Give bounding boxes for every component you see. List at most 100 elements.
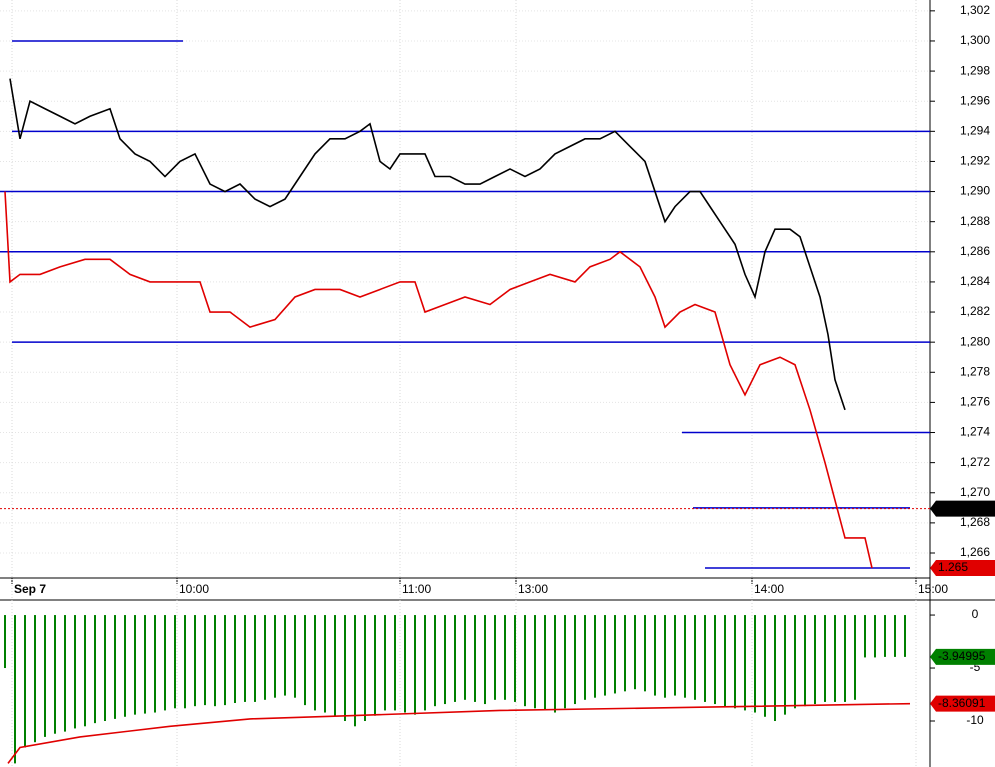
- bar: [254, 615, 256, 702]
- series-line: [7, 702, 911, 764]
- bar: [144, 615, 146, 714]
- bar: [574, 615, 576, 705]
- bar: [804, 615, 806, 707]
- bar: [504, 615, 506, 700]
- x-tick-label: 10:00: [179, 582, 209, 596]
- bar: [844, 615, 846, 702]
- bar: [94, 615, 96, 724]
- bar: [754, 615, 756, 713]
- bar: [394, 615, 396, 711]
- bar: [274, 615, 276, 698]
- bar: [244, 615, 246, 702]
- y-tick-label: 1,298: [960, 63, 990, 77]
- bar: [444, 615, 446, 705]
- x-tick-label: 15:00: [918, 582, 948, 596]
- bar: [864, 615, 866, 658]
- bar: [794, 615, 796, 709]
- marker-label: 1,268.95: [938, 501, 985, 515]
- bar: [314, 615, 316, 711]
- bar: [834, 615, 836, 702]
- bar: [474, 615, 476, 702]
- bar: [744, 615, 746, 711]
- y-tick-label: 1,302: [960, 3, 990, 17]
- bar: [194, 615, 196, 707]
- y-tick-label: 1,300: [960, 33, 990, 47]
- marker-label: -3.94995: [938, 649, 986, 663]
- bar: [34, 615, 36, 743]
- bar: [784, 615, 786, 715]
- bar: [644, 615, 646, 692]
- bar: [584, 615, 586, 700]
- bar: [154, 615, 156, 713]
- y-tick-label: 1,284: [960, 274, 990, 288]
- y-tick-label: 1,286: [960, 244, 990, 258]
- bar: [684, 615, 686, 698]
- bar: [14, 615, 16, 764]
- bar: [634, 615, 636, 690]
- bar: [384, 615, 386, 711]
- bar: [694, 615, 696, 700]
- bar: [664, 615, 666, 698]
- bar: [904, 615, 906, 657]
- x-tick-label: Sep 7: [14, 582, 46, 596]
- bar: [854, 615, 856, 700]
- bar: [114, 615, 116, 719]
- y-tick-label: 1,270: [960, 485, 990, 499]
- bar: [404, 615, 406, 713]
- bar: [344, 615, 346, 722]
- marker-box: [930, 695, 995, 712]
- bar: [64, 615, 66, 732]
- bar: [214, 615, 216, 707]
- bar: [764, 615, 766, 717]
- bar: [124, 615, 126, 717]
- y-tick-label: -5: [970, 660, 981, 674]
- y-tick-label: 1,290: [960, 184, 990, 198]
- bar: [234, 615, 236, 703]
- bar: [304, 615, 306, 706]
- bar: [894, 615, 896, 657]
- bar: [4, 615, 6, 669]
- bar: [74, 615, 76, 729]
- y-tick-label: 1,278: [960, 364, 990, 378]
- bar: [604, 615, 606, 696]
- bar: [464, 615, 466, 700]
- bar: [484, 615, 486, 705]
- bar: [714, 615, 716, 705]
- x-tick-label: 13:00: [518, 582, 548, 596]
- bar: [54, 615, 56, 734]
- bar: [654, 615, 656, 696]
- y-tick-label: 1,296: [960, 93, 990, 107]
- y-tick-label: 1,288: [960, 214, 990, 228]
- bar: [284, 615, 286, 696]
- y-tick-label: 1,268: [960, 515, 990, 529]
- bar: [674, 615, 676, 696]
- y-tick-label: 1,272: [960, 455, 990, 469]
- y-tick-label: 1,266: [960, 545, 990, 559]
- y-tick-label: 1,294: [960, 123, 990, 137]
- bar: [734, 615, 736, 709]
- x-tick-label: 14:00: [754, 582, 784, 596]
- bar: [204, 615, 206, 706]
- bar: [824, 615, 826, 702]
- bar: [184, 615, 186, 709]
- bar: [24, 615, 26, 748]
- marker-box: [930, 500, 995, 517]
- bar: [724, 615, 726, 707]
- bar: [524, 615, 526, 707]
- bar: [544, 615, 546, 711]
- x-tick-label: 11:00: [402, 582, 431, 596]
- bar: [554, 615, 556, 713]
- bar: [324, 615, 326, 713]
- bar: [354, 615, 356, 727]
- bar: [454, 615, 456, 702]
- bar: [514, 615, 516, 702]
- y-tick-label: 1,282: [960, 304, 990, 318]
- series-line: [4, 191, 873, 569]
- bar: [264, 615, 266, 700]
- bar: [534, 615, 536, 709]
- marker-label: 1.265: [938, 560, 968, 574]
- bar: [774, 615, 776, 722]
- bar: [814, 615, 816, 705]
- bar: [174, 615, 176, 709]
